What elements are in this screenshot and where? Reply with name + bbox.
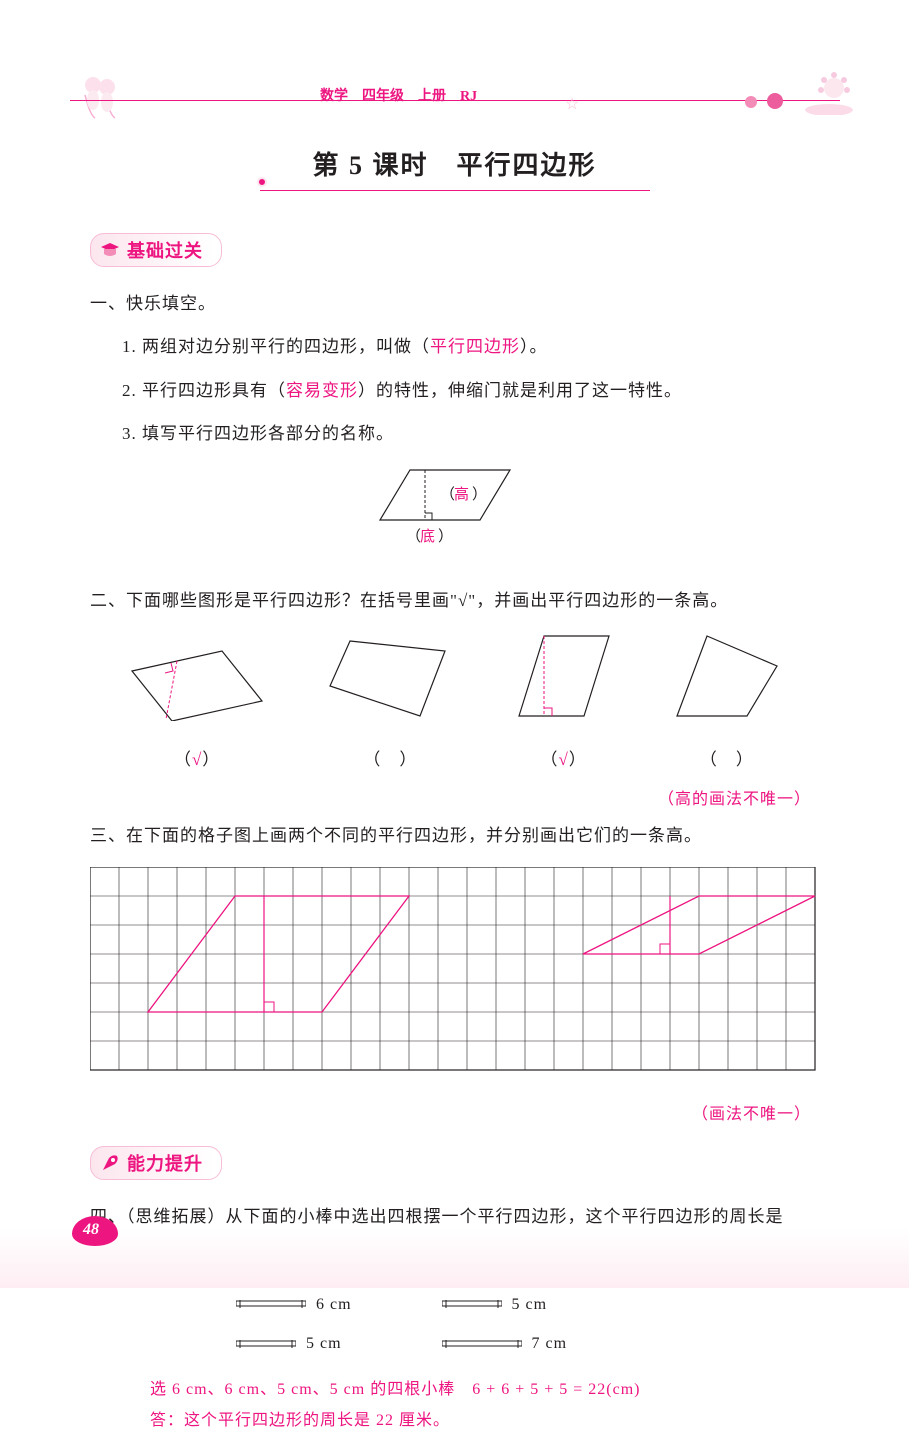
q1-1-text-b: ）。 xyxy=(520,337,548,356)
sunflower-icon xyxy=(799,70,854,115)
shape-2-mark: （ ） xyxy=(320,741,460,778)
q2-note: （高的画法不唯一） xyxy=(90,782,819,817)
shapes-row: （√） （ ） （√） （ ） xyxy=(90,631,819,778)
q1-1-text-a: 1. 两组对边分别平行的四边形，叫做（ xyxy=(122,337,430,356)
breadcrumb: 数学 四年级 上册 RJ xyxy=(320,85,477,105)
q2-heading: 二、下面哪些图形是平行四边形？在括号里画"√"，并画出平行四边形的一条高。 xyxy=(90,582,819,619)
rocket-icon xyxy=(99,1152,121,1174)
svg-text:）: ） xyxy=(438,528,454,545)
q1-item3: 3. 填写平行四边形各部分的名称。 xyxy=(90,415,819,452)
q1-1-answer: 平行四边形 xyxy=(430,337,520,356)
stick-item: 5 cm xyxy=(442,1287,548,1322)
q1-2-text-a: 2. 平行四边形具有（ xyxy=(122,381,286,400)
title-circle-icon xyxy=(257,177,267,187)
section-basic-label: 基础过关 xyxy=(127,237,203,263)
page-number-badge: 48 xyxy=(72,1216,118,1250)
svg-text:）: ） xyxy=(472,486,488,503)
q1-item2: 2. 平行四边形具有（容易变形）的特性，伸缩门就是利用了这一特性。 xyxy=(90,372,819,409)
page-title: 第 5 课时 平行四边形 xyxy=(302,145,606,190)
section-advanced-header: 能力提升 xyxy=(90,1146,222,1180)
q4-answer-line2: 答：这个平行四边形的周长是 22 厘米。 xyxy=(150,1406,819,1436)
title-underline xyxy=(260,188,650,191)
footer-gradient xyxy=(0,1228,909,1288)
page-number: 48 xyxy=(83,1221,99,1239)
page-header: 数学 四年级 上册 RJ ☆ xyxy=(0,0,909,65)
q1-item1: 1. 两组对边分别平行的四边形，叫做（平行四边形）。 xyxy=(90,328,819,365)
stick-item: 6 cm xyxy=(236,1287,352,1322)
section-advanced-label: 能力提升 xyxy=(127,1150,203,1176)
shape-3: （√） xyxy=(509,631,619,778)
base-label: 底 xyxy=(420,528,436,545)
q1-2-text-b: ）的特性，伸缩门就是利用了这一特性。 xyxy=(358,381,682,400)
q3-note: （画法不唯一） xyxy=(90,1097,819,1132)
shape-1: （√） xyxy=(122,641,272,778)
q1-2-answer: 容易变形 xyxy=(286,381,358,400)
decoration-dot xyxy=(745,96,757,108)
grid-drawing-area xyxy=(90,867,819,1085)
decoration-dot xyxy=(767,93,783,109)
stick-item: 5 cm xyxy=(236,1326,342,1361)
height-label: 高 xyxy=(454,486,470,503)
graduation-cap-icon xyxy=(99,239,121,261)
q3-heading: 三、在下面的格子图上画两个不同的平行四边形，并分别画出它们的一条高。 xyxy=(90,817,819,854)
shape-2: （ ） xyxy=(320,631,460,778)
page-title-block: 第 5 课时 平行四边形 xyxy=(0,145,909,193)
shape-4: （ ） xyxy=(667,631,787,778)
parallelogram-diagram: （ 高 ） （ 底 ） xyxy=(90,465,819,564)
shape-4-mark: （ ） xyxy=(667,741,787,778)
q4-answer: 选 6 cm、6 cm、5 cm、5 cm 的四根小棒 6 + 6 + 5 + … xyxy=(90,1375,819,1436)
shape-3-mark: （√） xyxy=(509,741,619,778)
q1-heading: 一、快乐填空。 xyxy=(90,285,819,322)
star-icon: ☆ xyxy=(565,94,579,114)
section-basic-header: 基础过关 xyxy=(90,233,222,267)
q4-answer-line1: 选 6 cm、6 cm、5 cm、5 cm 的四根小棒 6 + 6 + 5 + … xyxy=(150,1375,819,1405)
stick-item: 7 cm xyxy=(442,1326,568,1361)
shape-1-mark: （√） xyxy=(122,741,272,778)
children-icon xyxy=(75,70,125,120)
